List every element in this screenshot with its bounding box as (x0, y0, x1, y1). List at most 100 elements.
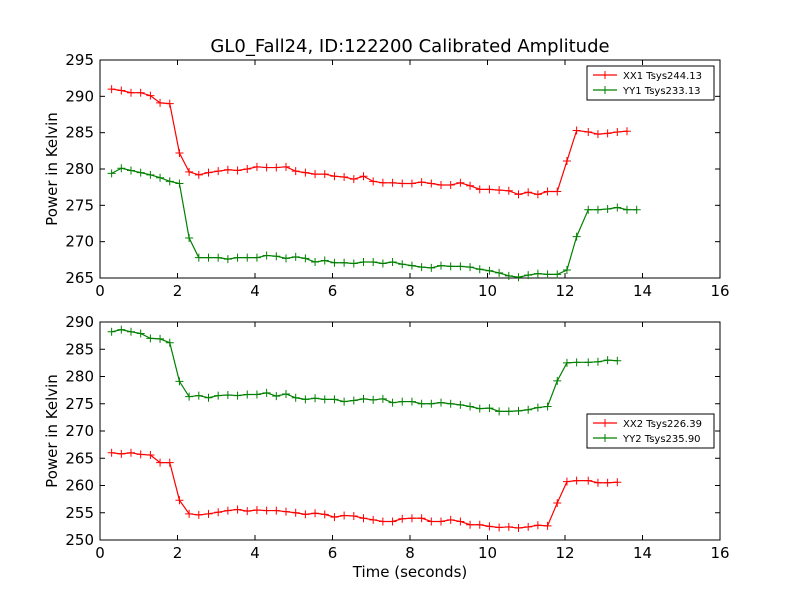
data-point (185, 392, 194, 401)
data-point (194, 253, 203, 262)
data-point (417, 514, 426, 523)
data-point (524, 271, 533, 280)
data-point (572, 358, 581, 367)
data-point (330, 258, 339, 267)
legend: XX2 Tsys226.39 YY2 Tsys235.90 (586, 413, 715, 449)
data-point (146, 91, 155, 100)
legend-entry: YY2 Tsys235.90 (593, 434, 701, 445)
data-point (369, 515, 378, 524)
x-tick-label: 2 (173, 282, 183, 300)
data-point (127, 166, 135, 175)
y-tick-label: 285 (65, 340, 94, 358)
data-point (349, 512, 358, 521)
data-point (156, 458, 165, 467)
data-point (127, 88, 135, 97)
data-point (613, 356, 622, 365)
bottom-plot: 0 2 4 6 8 10 12 14 16 250 255 260 265 270 275 280 285 290… (43, 313, 730, 581)
data-point (378, 517, 387, 526)
series-2 (107, 164, 641, 282)
data-point (562, 358, 571, 367)
data-point (252, 506, 261, 515)
data-point (330, 395, 339, 404)
data-point (340, 397, 349, 406)
y-tick-label: 260 (65, 477, 94, 495)
data-point (340, 258, 349, 267)
y-tick-label: 270 (65, 422, 94, 440)
data-point (475, 404, 484, 413)
data-point (407, 179, 416, 188)
legend-label: XX2 Tsys226.39 (623, 419, 702, 430)
legend-entry: XX1 Tsys244.13 (593, 71, 702, 82)
data-point (359, 394, 368, 403)
data-point (456, 178, 465, 187)
y-tick-label: 250 (65, 531, 94, 549)
y-tick-label: 255 (65, 504, 94, 522)
data-point (495, 523, 504, 532)
data-point (282, 254, 290, 263)
data-point (175, 149, 184, 158)
data-point (349, 396, 358, 405)
x-tick-label: 16 (710, 544, 729, 562)
data-point (572, 232, 581, 241)
data-point (427, 179, 436, 188)
data-point (417, 399, 426, 408)
data-point (485, 185, 494, 194)
data-point (446, 515, 455, 524)
legend-entry: YY1 Tsys233.13 (593, 86, 701, 97)
data-point (593, 478, 602, 487)
data-point (495, 268, 504, 277)
data-point (136, 88, 145, 97)
data-point (632, 205, 641, 214)
data-point (330, 513, 339, 522)
data-point (223, 506, 232, 515)
data-point (398, 179, 407, 188)
data-point (243, 253, 252, 262)
data-point (553, 270, 562, 279)
data-point (623, 205, 631, 214)
data-point (243, 165, 252, 173)
data-point (504, 186, 513, 195)
x-tick-label: 12 (555, 544, 574, 562)
y-tick-label: 275 (65, 196, 94, 214)
data-point (223, 255, 232, 264)
data-point (185, 234, 194, 243)
data-point (262, 251, 271, 260)
data-point (320, 510, 329, 519)
data-point (156, 334, 165, 343)
data-point (562, 266, 571, 275)
data-point (320, 170, 329, 179)
data-point (165, 177, 174, 186)
data-point (107, 85, 116, 94)
data-point (378, 394, 387, 403)
data-point (446, 399, 455, 408)
data-point (194, 391, 203, 400)
data-point (514, 273, 523, 282)
data-point (603, 129, 612, 138)
data-point (456, 400, 465, 409)
data-point (369, 395, 378, 404)
data-point (398, 514, 407, 523)
y-tick-label: 280 (65, 368, 94, 386)
data-point (262, 388, 271, 397)
data-point (175, 179, 184, 188)
data-point (349, 175, 358, 184)
data-point (572, 126, 581, 135)
data-point (504, 407, 513, 416)
data-point (223, 391, 232, 400)
data-point (223, 165, 232, 174)
data-point (437, 517, 445, 526)
data-point (330, 172, 339, 181)
data-point (359, 258, 368, 267)
data-point (613, 203, 622, 212)
data-point (623, 127, 631, 136)
data-point (543, 521, 552, 530)
data-point (301, 168, 310, 177)
data-point (243, 507, 252, 516)
data-point (613, 127, 622, 136)
data-point (320, 395, 329, 404)
data-point (117, 449, 126, 458)
x-tick-label: 6 (328, 544, 338, 562)
data-point (524, 188, 533, 197)
data-point (282, 507, 290, 516)
